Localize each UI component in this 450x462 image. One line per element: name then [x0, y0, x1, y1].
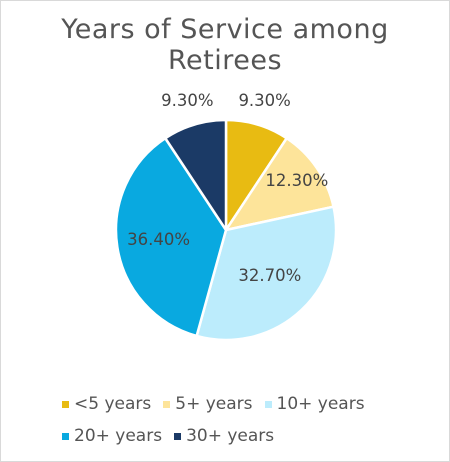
legend-swatch-lt5: [62, 400, 69, 408]
legend-swatch-20plus: [62, 432, 69, 440]
slice-label-20plus: 36.40%: [127, 230, 190, 249]
legend-item-20plus: 20+ years: [62, 426, 162, 446]
legend-row-1: <5 years 5+ years 10+ years: [62, 388, 442, 420]
chart-title-line-2: Retirees: [167, 45, 283, 76]
legend-swatch-5plus: [163, 400, 171, 408]
chart-title-line-1: Years of Service among: [61, 14, 389, 45]
legend-label-lt5: <5 years: [74, 394, 152, 414]
pie-slice-10plus: [195, 205, 338, 342]
slice-label-5plus: 12.30%: [265, 171, 328, 190]
legend-label-20plus: 20+ years: [74, 426, 163, 446]
legend-item-10plus: 10+ years: [264, 394, 365, 414]
legend-item-30plus: 30+ years: [174, 426, 274, 446]
chart-legend: <5 years 5+ years 10+ years 20+ years 30…: [62, 388, 442, 452]
legend-item-lt5: <5 years: [62, 394, 151, 414]
slice-label-lt5: 9.30%: [238, 91, 290, 110]
legend-label-30plus: 30+ years: [186, 426, 275, 446]
legend-row-2: 20+ years 30+ years: [62, 420, 442, 452]
legend-label-10plus: 10+ years: [276, 394, 365, 414]
legend-swatch-10plus: [264, 400, 272, 408]
pie-slice-30plus: [164, 118, 228, 232]
legend-swatch-30plus: [174, 432, 182, 440]
legend-label-5plus: 5+ years: [175, 394, 253, 414]
pie-slice-20plus: [114, 137, 228, 338]
slice-label-10plus: 32.70%: [238, 266, 301, 285]
pie-slice-5plus: [224, 137, 335, 232]
chart-title: Years of Service among Retirees: [0, 14, 450, 76]
legend-item-5plus: 5+ years: [163, 394, 253, 414]
slice-label-30plus: 9.30%: [161, 91, 213, 110]
